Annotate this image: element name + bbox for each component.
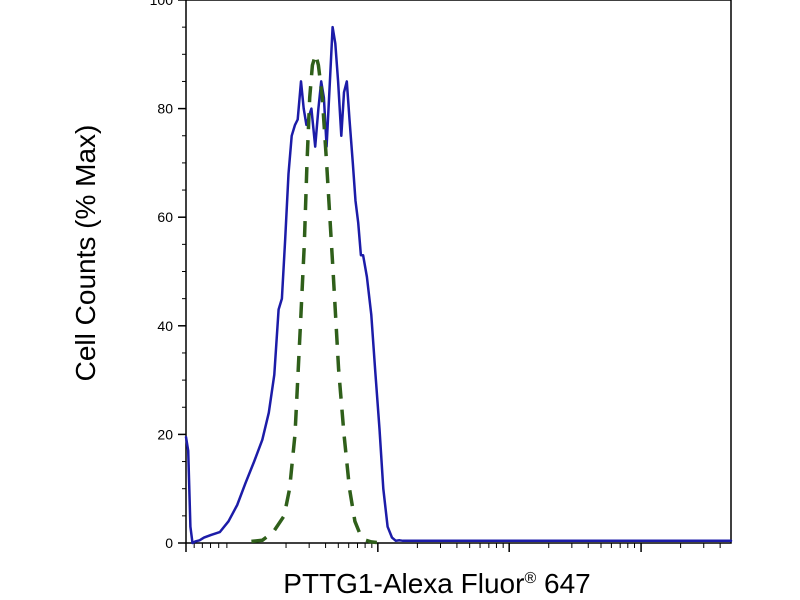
y-tick-label: 80: [157, 101, 173, 117]
y-tick-label: 0: [165, 535, 173, 551]
y-axis-title: Cell Counts (% Max): [70, 125, 101, 382]
plot-border: [185, 0, 732, 544]
series-layer: [184, 25, 733, 545]
x-axis-title-registered-mark: ®: [524, 570, 536, 587]
y-tick-label: 20: [157, 426, 173, 442]
series-line-solid-sample: [184, 25, 733, 545]
y-tick-label: 40: [157, 318, 173, 334]
x-axis-title: PTTG1-Alexa Fluor® 647: [283, 568, 590, 599]
series-line-dashed-control: [251, 52, 377, 545]
y-axis-ticks: 0 20 40 60 80 100: [150, 0, 186, 551]
plot-frame: [185, 0, 732, 544]
x-axis-title-main: PTTG1-Alexa Fluor: [283, 568, 524, 599]
y-tick-label: 100: [150, 0, 174, 8]
y-tick-label: 60: [157, 209, 173, 225]
x-axis-ticks: [185, 543, 721, 552]
x-axis-title-suffix: 647: [536, 568, 591, 599]
